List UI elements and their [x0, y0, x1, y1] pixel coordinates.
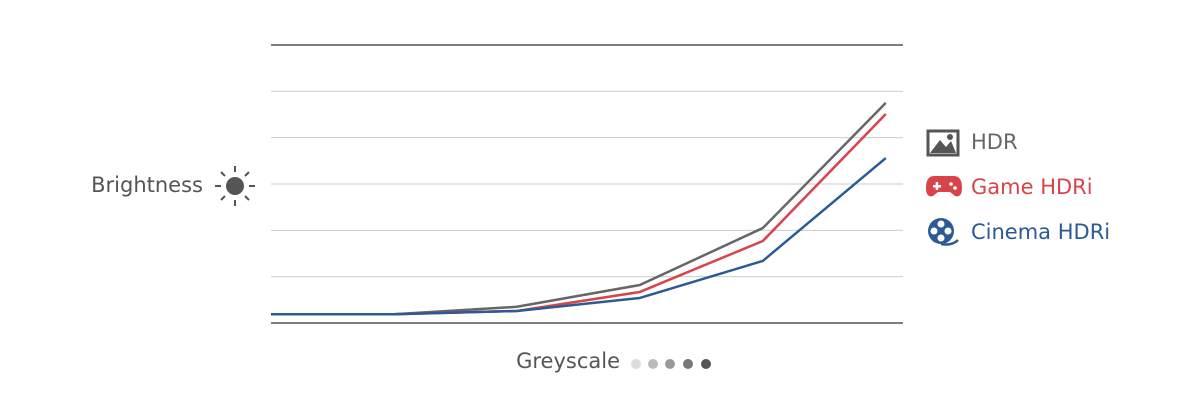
series-line [271, 113, 887, 316]
legend-label: HDR [971, 130, 1018, 154]
sun-icon [215, 166, 255, 206]
legend-label: Game HDRi [971, 175, 1093, 199]
game-icon [926, 176, 962, 197]
series-line [271, 157, 887, 316]
legend-label: Cinema HDRi [971, 220, 1110, 244]
hdr-icon [926, 129, 960, 157]
greyscale-dots [631, 359, 711, 369]
cinema-icon [928, 218, 959, 246]
x-axis-label: Greyscale [516, 349, 620, 373]
y-axis-label: Brightness [91, 173, 203, 197]
